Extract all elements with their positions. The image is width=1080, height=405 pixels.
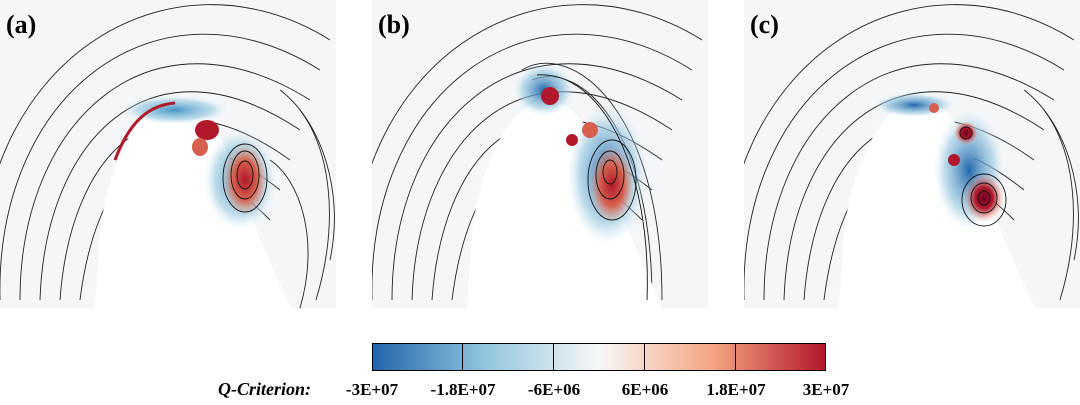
panel-c: (c) xyxy=(744,0,1080,308)
colorbar-tick-mark xyxy=(644,343,645,371)
colorbar xyxy=(372,343,826,371)
colorbar-tick-label: 6E+06 xyxy=(621,380,669,399)
colorbar-tick-mark xyxy=(462,343,463,371)
colorbar-tick-label: -6E+06 xyxy=(527,380,581,399)
panel-a: (a) xyxy=(0,0,336,308)
panel-b: (b) xyxy=(372,0,708,308)
colorbar-tick-mark xyxy=(735,343,736,371)
colorbar-tick-mark xyxy=(553,343,554,371)
colorbar-gradient xyxy=(372,343,826,371)
colorbar-tick-label: -1.8E+07 xyxy=(430,380,496,399)
colorbar-tick-label: 3E+07 xyxy=(802,380,850,399)
colorbar-title: Q-Criterion: xyxy=(218,379,312,399)
panel-label: (c) xyxy=(750,10,779,39)
panel-label: (a) xyxy=(6,10,37,39)
flow-field-c xyxy=(744,0,1080,308)
flow-field-a xyxy=(0,0,336,308)
colorbar-tick-label: 1.8E+07 xyxy=(706,380,766,399)
flow-field-b xyxy=(372,0,708,308)
panel-label: (b) xyxy=(378,10,410,39)
colorbar-tick-label: -3E+07 xyxy=(345,380,399,399)
